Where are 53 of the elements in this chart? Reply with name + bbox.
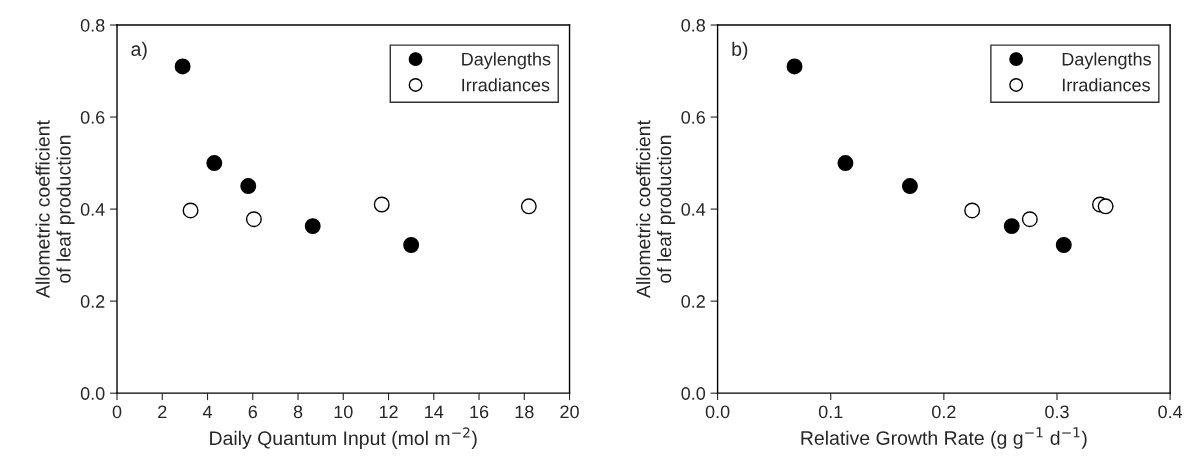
x-tick-label: 0.0: [705, 405, 730, 419]
y-tick-label: 0.8: [80, 18, 105, 32]
y-axis-title: Allometric coefficient of leaf production: [35, 120, 75, 299]
y-axis-title: Allometric coefficient of leaf production: [636, 120, 676, 299]
x-tick-label: 10: [334, 405, 353, 419]
x-axis-title: Daily Quantum Input (mol m$^{−2}$): [210, 427, 477, 449]
point: [1021, 211, 1038, 228]
x-tick-label: 4: [202, 405, 213, 419]
x-tick-label: 0.1: [818, 405, 843, 419]
point: [1097, 198, 1114, 215]
point: [245, 211, 262, 228]
point: [520, 198, 537, 215]
annotation: b): [732, 41, 748, 60]
point: [240, 178, 257, 195]
y-tick-label: 0.2: [80, 295, 105, 308]
point: [182, 202, 199, 219]
legend-label: Daylengths: [1062, 52, 1151, 70]
point: [174, 58, 191, 75]
point: [1003, 218, 1020, 235]
y-tick-label: 0.2: [681, 295, 705, 308]
y-tick-label: 0.6: [681, 110, 705, 124]
point: [403, 237, 420, 253]
x-tick-label: 6: [248, 405, 257, 419]
legend-label: Irradiances: [1062, 78, 1150, 92]
y-tick-label: 0.8: [681, 18, 706, 32]
y-tick-label: 0.4: [681, 203, 706, 216]
annotation: a): [131, 41, 147, 60]
x-tick-label: 18: [515, 405, 534, 419]
x-tick-label: 0: [112, 405, 122, 419]
point: [206, 155, 223, 172]
x-tick-label: 0.3: [1045, 405, 1069, 419]
point: [304, 218, 321, 235]
point: [1055, 237, 1072, 253]
point: [837, 155, 854, 172]
x-tick-label: 2: [158, 405, 167, 419]
point: [786, 58, 803, 75]
y-tick-label: 0.4: [80, 203, 105, 216]
x-tick-label: 0.4: [1158, 405, 1183, 419]
y-tick-label: 0.0: [80, 387, 105, 400]
x-tick-label: 20: [560, 405, 579, 419]
x-tick-label: 8: [293, 405, 303, 419]
point: [373, 196, 390, 213]
legend-label: Daylengths: [462, 52, 551, 70]
y-tick-label: 0.6: [80, 110, 105, 124]
x-tick-label: 14: [425, 405, 444, 419]
point: [901, 178, 918, 195]
y-tick-label: 0.0: [681, 387, 706, 400]
x-tick-label: 12: [379, 405, 398, 419]
x-tick-label: 0.2: [932, 405, 956, 419]
legend-label: Irradiances: [462, 78, 550, 92]
x-tick-label: 16: [470, 405, 489, 419]
x-axis-title: Relative Growth Rate (g g$^{−1}$ d$^{−1}$): [801, 427, 1087, 449]
point: [964, 202, 981, 219]
